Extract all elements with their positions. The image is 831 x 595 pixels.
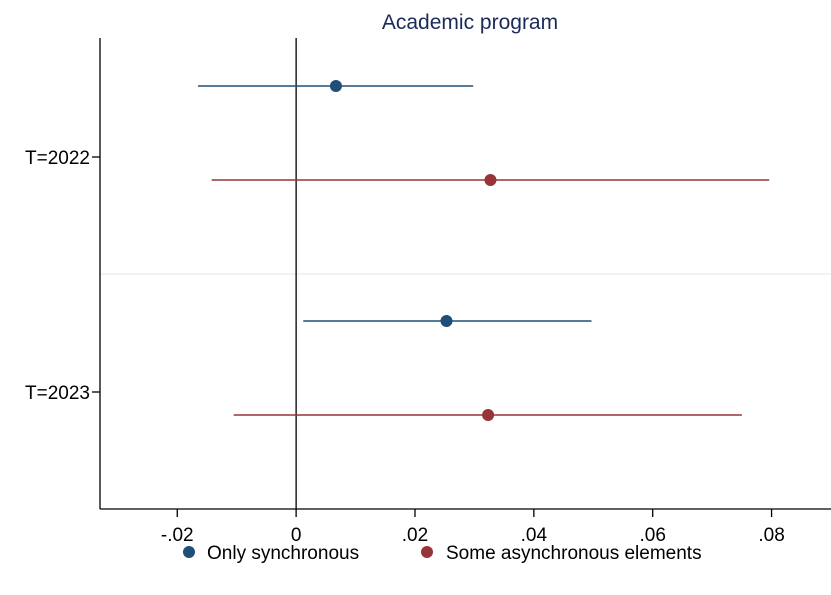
x-tick-label: .08 xyxy=(758,525,784,546)
x-tick-label: 0 xyxy=(291,525,302,546)
y-tick-label: T=2022 xyxy=(25,148,90,169)
x-tick-label: -.02 xyxy=(161,525,194,546)
point-estimate xyxy=(482,409,495,421)
legend-label: Only synchronous xyxy=(207,543,359,564)
chart-title: Academic program xyxy=(382,11,558,34)
x-tick-label: .06 xyxy=(639,525,665,546)
plot-area: -.02 0 .02 .04 .06 .08 T=2022 T=2023 xyxy=(25,38,831,546)
legend: Only synchronous Some asynchronous elemen… xyxy=(183,543,702,564)
y-tick-label: T=2023 xyxy=(25,383,90,404)
legend-marker xyxy=(183,546,195,558)
x-tick-label: .02 xyxy=(402,525,428,546)
point-estimate xyxy=(440,315,453,327)
x-tick-label: .04 xyxy=(521,525,548,546)
point-estimate xyxy=(484,174,497,186)
legend-marker xyxy=(421,546,433,558)
point-estimate xyxy=(329,80,342,92)
legend-label: Some asynchronous elements xyxy=(446,543,702,564)
